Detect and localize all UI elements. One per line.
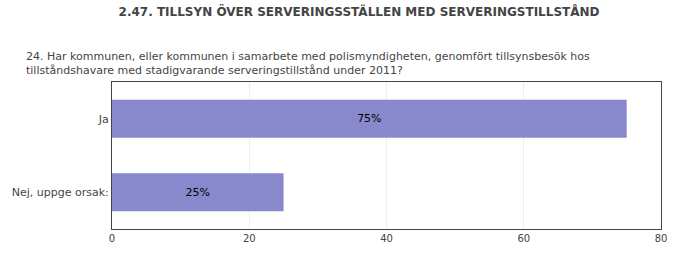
- svg-text:20: 20: [243, 233, 256, 244]
- svg-text:Ja: Ja: [98, 113, 109, 126]
- svg-text:25%: 25%: [186, 186, 210, 199]
- svg-text:Nej, uppge orsak:: Nej, uppge orsak:: [12, 186, 109, 199]
- svg-text:80: 80: [655, 233, 668, 244]
- svg-text:2.47. TILLSYN ÖVER SERVERINGSS: 2.47. TILLSYN ÖVER SERVERINGSSTÄLLEN MED…: [119, 4, 600, 19]
- svg-text:24. Har kommunen, eller kommun: 24. Har kommunen, eller kommunen i samar…: [26, 50, 590, 77]
- svg-text:75%: 75%: [357, 112, 381, 125]
- svg-text:60: 60: [517, 233, 530, 244]
- svg-text:0: 0: [109, 233, 115, 244]
- svg-text:40: 40: [380, 233, 393, 244]
